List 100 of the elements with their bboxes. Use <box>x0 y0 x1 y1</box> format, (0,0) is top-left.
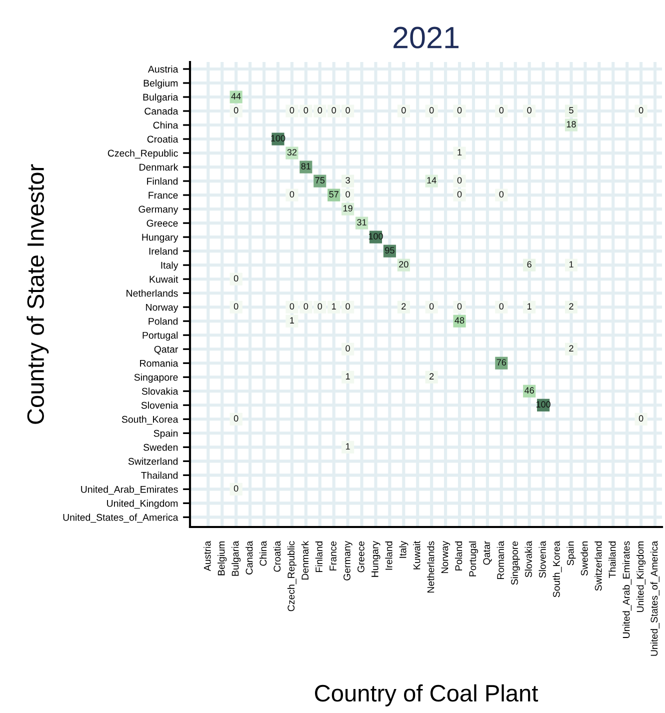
x-tick-label: Singapore <box>510 541 520 585</box>
y-tick-label: Thailand <box>141 472 178 479</box>
y-tick-label: Switzerland <box>128 458 178 465</box>
data-label: 0 <box>499 107 504 114</box>
data-label: 19 <box>343 205 352 212</box>
x-tick-label: Netherlands <box>427 541 434 593</box>
data-label: 1 <box>346 373 350 380</box>
data-label: 75 <box>315 177 325 184</box>
x-tick-label: Belgium <box>218 542 227 576</box>
x-tick-label: Germany <box>344 540 352 580</box>
x-tick-label: Portugal <box>468 542 478 576</box>
data-label: 1 <box>458 149 462 156</box>
y-tick-label: Ireland <box>149 248 178 255</box>
x-tick-label: Austria <box>204 540 211 572</box>
data-label: 1 <box>346 443 350 450</box>
x-tick-label: Poland <box>454 542 462 570</box>
data-label: 0 <box>234 303 238 310</box>
y-tick-label: Croatia <box>147 136 178 143</box>
y-tick-label: Netherlands <box>126 290 178 297</box>
data-label: 0 <box>304 303 308 310</box>
y-tick-label: Slovakia <box>142 388 178 395</box>
data-label: 57 <box>329 191 338 198</box>
x-tick-label: Croatia <box>273 540 281 572</box>
data-label: 0 <box>499 191 504 198</box>
y-tick-label: Sweden <box>144 444 178 451</box>
x-tick-label: United_States_of_America <box>650 540 660 656</box>
x-tick-label: Czech_Republic <box>287 541 296 612</box>
x-tick-label: Denmark <box>301 540 309 580</box>
data-label: 0 <box>346 107 350 114</box>
x-tick-label: Slovakia <box>524 540 532 578</box>
x-tick-label: Kuwait <box>413 540 420 570</box>
y-tick-label: China <box>153 122 178 129</box>
data-label: 76 <box>496 359 506 366</box>
data-label: 44 <box>231 93 241 100</box>
data-label: 5 <box>569 107 574 114</box>
data-label: 32 <box>287 149 297 156</box>
x-tick-label: Hungary <box>372 540 380 577</box>
y-tick-label: Denmark <box>140 164 178 171</box>
x-tick-label: Bulgaria <box>232 540 241 576</box>
y-tick-label: Portugal <box>142 332 178 341</box>
y-tick-label: Hungary <box>142 234 178 243</box>
data-label: 0 <box>402 107 406 114</box>
x-tick-label: Finland <box>315 542 322 572</box>
data-label: 0 <box>457 177 462 184</box>
y-tick-label: United_Arab_Emirates <box>81 486 178 495</box>
data-label: 1 <box>332 303 336 310</box>
y-axis-title: Country of State Investor <box>26 164 49 424</box>
y-tick-label: Kuwait <box>150 276 178 283</box>
data-label: 0 <box>457 191 462 198</box>
x-tick-label: Spain <box>566 542 576 566</box>
data-label: 0 <box>429 303 434 310</box>
data-label: 0 <box>638 107 644 114</box>
data-label: 2 <box>402 303 406 310</box>
x-tick-label: Ireland <box>385 542 392 570</box>
data-label: 0 <box>304 107 308 114</box>
x-tick-label: Thailand <box>608 542 616 578</box>
y-tick-label: Germany <box>138 206 178 215</box>
data-label: 0 <box>318 303 322 310</box>
y-tick-label: Norway <box>146 304 178 313</box>
data-label: 31 <box>357 219 366 226</box>
y-tick-label: Canada <box>144 108 178 115</box>
y-tick-label: Bulgaria <box>143 93 178 103</box>
data-label: 18 <box>566 121 576 128</box>
y-tick-label: United_Kingdom <box>107 500 178 509</box>
y-tick-label: Romania <box>140 360 178 367</box>
data-label: 0 <box>527 107 532 114</box>
y-tick-label: Singapore <box>134 374 178 383</box>
x-tick-label: France <box>330 541 336 570</box>
data-label: 0 <box>234 275 238 282</box>
x-tick-label: Romania <box>496 540 504 579</box>
data-label: 0 <box>429 107 434 114</box>
data-label: 0 <box>290 107 294 114</box>
data-label: 6 <box>527 261 532 268</box>
y-tick-label: Austria <box>148 65 178 73</box>
data-label: 0 <box>457 303 462 310</box>
data-label: 0 <box>234 107 238 114</box>
data-label: 0 <box>499 303 504 310</box>
x-tick-label: Qatar <box>483 541 492 565</box>
data-label: 46 <box>524 387 534 394</box>
data-label: 0 <box>332 107 336 114</box>
x-tick-label: Canada <box>246 540 253 574</box>
y-tick-label: Italy <box>161 262 178 271</box>
y-tick-label: Czech_Republic <box>108 150 178 159</box>
x-tick-label: Slovenia <box>538 540 546 578</box>
data-label: 2 <box>430 373 434 380</box>
y-tick-label: United_States_of_America <box>63 514 178 523</box>
x-tick-label: Switzerland <box>594 542 602 591</box>
x-axis-title: Country of Coal Plant <box>314 684 538 706</box>
x-tick-label: Norway <box>441 540 450 574</box>
data-label: 1 <box>528 303 532 310</box>
x-tick-label: South_Korea <box>552 540 562 598</box>
data-label: 48 <box>454 317 464 324</box>
x-tick-label: Greece <box>357 541 364 572</box>
data-label: 1 <box>569 261 574 268</box>
data-label: 0 <box>234 415 238 422</box>
y-tick-label: France <box>148 192 178 199</box>
data-label: 2 <box>569 303 574 310</box>
data-label: 0 <box>346 191 350 198</box>
data-label: 0 <box>290 303 294 310</box>
y-tick-label: South_Korea <box>122 416 178 425</box>
